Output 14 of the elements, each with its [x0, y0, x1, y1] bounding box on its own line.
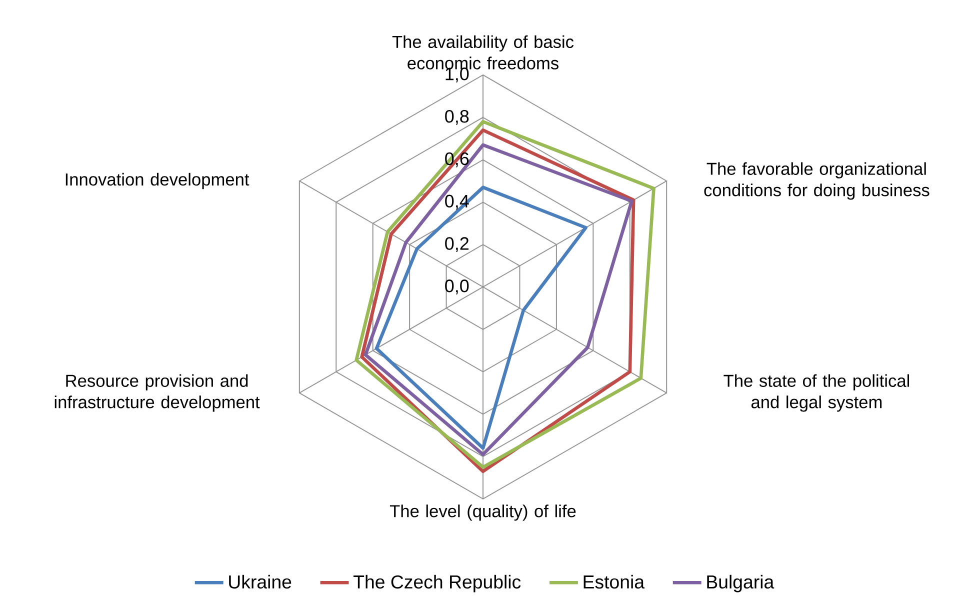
y-tick-label: 0,8	[445, 110, 469, 125]
legend-label: The Czech Republic	[354, 574, 521, 592]
spoke-label: Resource provision and infrastructure development	[54, 374, 260, 412]
y-tick-label: 1,0	[446, 68, 469, 82]
legend-label: Ukraine	[229, 574, 292, 589]
spoke-label: The level (quality) of life	[390, 504, 576, 521]
spoke-label: The availability of basic economic freedoms	[392, 35, 574, 70]
legend-label: Bulgaria	[707, 574, 774, 592]
spoke-label: The favorable organizational conditions for doing business	[704, 162, 930, 200]
spoke-label: Innovation development	[66, 172, 250, 190]
legend-label: Estonia	[584, 574, 645, 589]
y-tick-label: 0,2	[445, 237, 469, 252]
y-tick-label: 0,0	[445, 280, 469, 294]
spoke-label: The state of the political and legal system	[724, 374, 910, 412]
